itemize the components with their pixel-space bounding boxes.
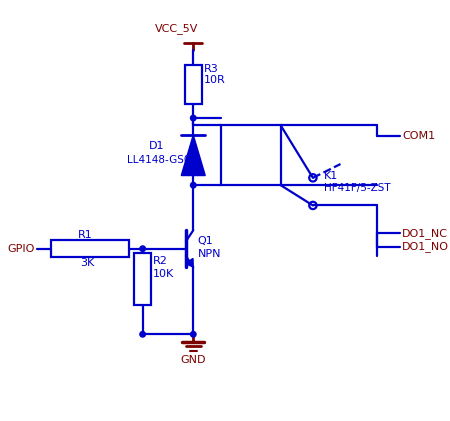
Text: HF41F/5-ZST: HF41F/5-ZST bbox=[324, 183, 391, 193]
Text: COM1: COM1 bbox=[402, 131, 435, 141]
Polygon shape bbox=[181, 135, 205, 176]
Text: D1: D1 bbox=[149, 141, 165, 151]
Circle shape bbox=[190, 182, 196, 188]
Circle shape bbox=[190, 115, 196, 121]
Circle shape bbox=[140, 246, 145, 251]
Text: 10K: 10K bbox=[153, 269, 174, 279]
Polygon shape bbox=[185, 258, 193, 267]
Bar bbox=[50, 240, 129, 257]
Text: 3K: 3K bbox=[80, 258, 94, 269]
Text: LL4148-GS08: LL4148-GS08 bbox=[127, 155, 197, 165]
Text: R3: R3 bbox=[203, 64, 218, 74]
Text: GND: GND bbox=[180, 355, 206, 365]
Text: NPN: NPN bbox=[198, 249, 221, 259]
Text: DO1_NC: DO1_NC bbox=[402, 228, 448, 239]
Text: GPIO: GPIO bbox=[7, 244, 35, 254]
Text: R1: R1 bbox=[78, 230, 93, 240]
Text: 10R: 10R bbox=[203, 75, 225, 85]
Text: R2: R2 bbox=[153, 256, 168, 266]
Bar bbox=[135, 253, 151, 305]
Circle shape bbox=[140, 331, 145, 337]
Text: VCC_5V: VCC_5V bbox=[155, 23, 198, 34]
Bar bbox=[185, 65, 202, 104]
Text: K1: K1 bbox=[324, 171, 338, 181]
Text: Q1: Q1 bbox=[198, 236, 214, 246]
Bar bbox=[221, 125, 281, 185]
Circle shape bbox=[190, 331, 196, 337]
Text: DO1_NO: DO1_NO bbox=[402, 241, 449, 252]
